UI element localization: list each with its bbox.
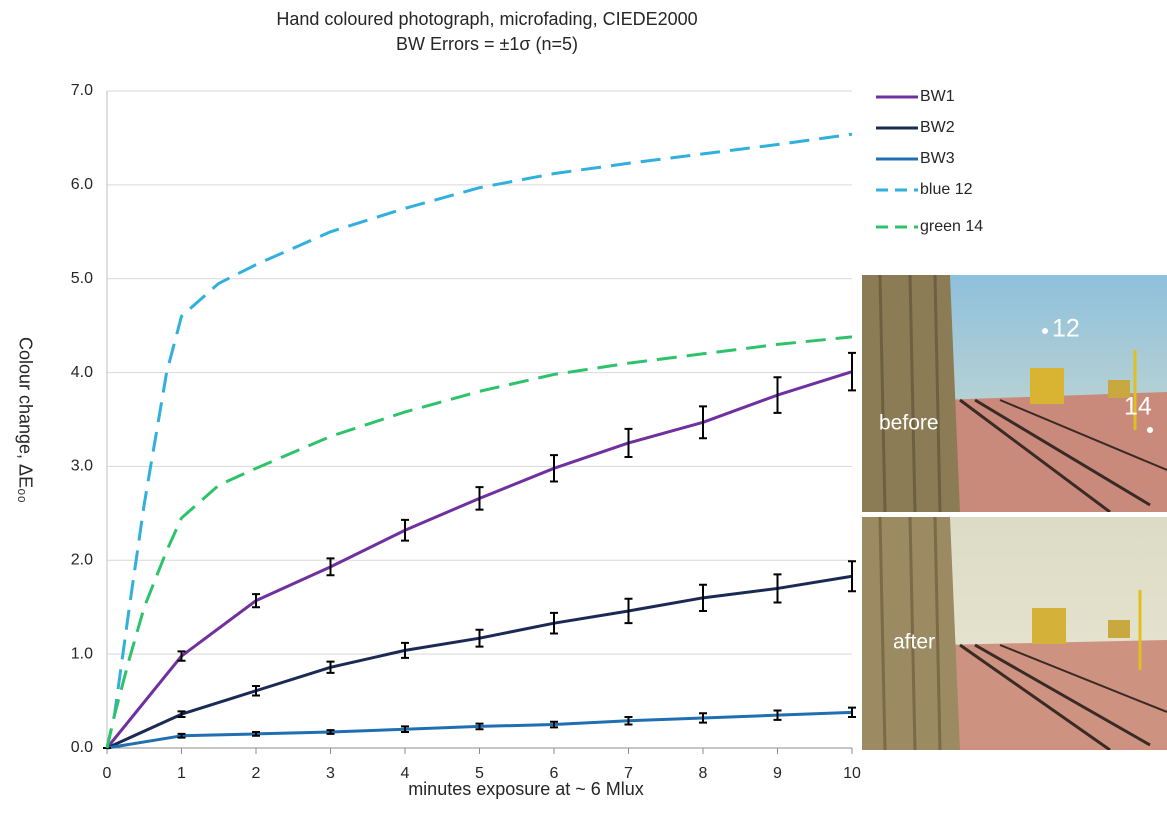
photo-point-label: 12 [1052,315,1080,343]
x-tick-label: 7 [624,765,633,782]
x-tick-label: 4 [401,765,410,782]
photo-point-label: 14 [1124,393,1152,421]
x-tick-label: 1 [177,765,186,782]
photo-label: before [879,412,939,435]
y-tick-label: 2.0 [71,552,93,569]
legend-label: BW3 [920,150,955,167]
legend-label: green 14 [920,218,983,235]
photo-label: after [893,631,935,654]
x-tick-label: 5 [475,765,484,782]
x-tick-label: 8 [699,765,708,782]
x-tick-label: 2 [252,765,261,782]
y-tick-label: 4.0 [71,364,93,381]
chart: Hand coloured photograph, microfading, C… [0,0,1167,826]
y-tick-label: 1.0 [71,645,93,662]
line [107,337,852,748]
y-tick-label: 3.0 [71,458,93,475]
chart-title: Hand coloured photograph, microfading, C… [276,9,697,29]
x-tick-label: 3 [326,765,335,782]
line [107,134,852,748]
y-axis-label: Colour change, ΔE₀₀ [15,337,35,503]
y-tick-label: 0.0 [71,739,93,756]
legend-label: blue 12 [920,181,973,198]
x-tick-label: 6 [550,765,559,782]
x-axis-label: minutes exposure at ~ 6 Mlux [408,779,644,799]
photo-before [862,275,1167,512]
y-tick-label: 6.0 [71,176,93,193]
x-tick-label: 9 [773,765,782,782]
legend-label: BW1 [920,88,955,105]
chart-subtitle: BW Errors = ±1σ (n=5) [396,34,578,54]
x-tick-label: 10 [843,765,861,782]
line [107,576,852,748]
x-tick-label: 0 [103,765,112,782]
y-tick-label: 7.0 [71,82,93,99]
y-tick-label: 5.0 [71,270,93,287]
legend-label: BW2 [920,119,955,136]
